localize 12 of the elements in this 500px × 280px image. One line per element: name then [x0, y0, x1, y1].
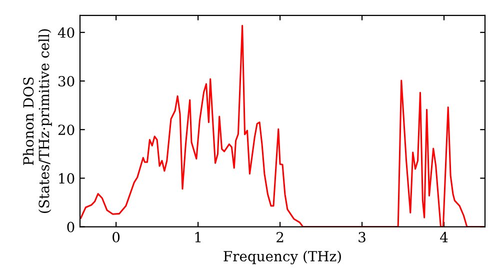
y-tick-label: 30 — [58, 76, 74, 86]
x-tick-label: 0 — [112, 232, 120, 242]
y-tick-label: 20 — [58, 124, 74, 136]
y-tick-label: 10 — [59, 173, 74, 184]
y-tick-label: 0 — [67, 222, 74, 232]
x-tick-label: 4 — [440, 232, 448, 242]
x-axis-title: Frequency (THz) — [224, 250, 341, 264]
y-tick-label: 40 — [58, 27, 74, 38]
y-axis-title: Phonon DOS (States/THz·primitive cell) — [22, 29, 52, 213]
x-tick-label: 1 — [195, 232, 200, 242]
x-tick-label: 2 — [276, 232, 284, 242]
x-tick-label: 3 — [358, 232, 366, 242]
